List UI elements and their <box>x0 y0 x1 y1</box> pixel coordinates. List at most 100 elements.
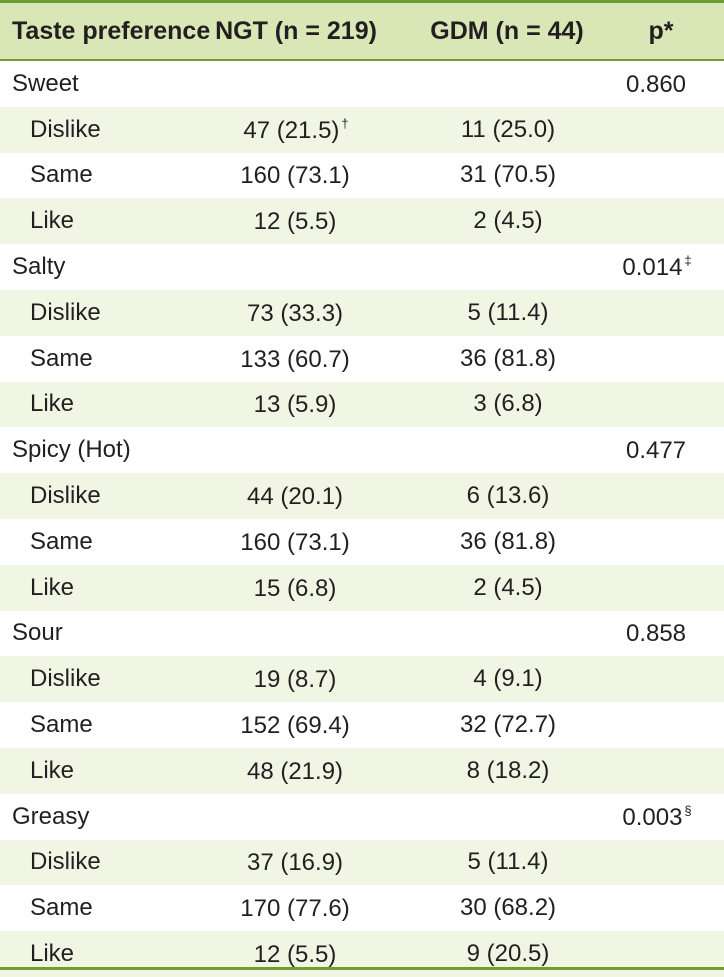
header-p-value: p* <box>648 16 674 45</box>
p-value: 0.858 <box>626 620 688 646</box>
ngt-value: 15 (6.8) <box>254 575 339 601</box>
table-row: Like 15 (6.8) 2 (4.5) <box>0 564 724 611</box>
preference-label: Same <box>30 711 93 739</box>
ngt-value: 160 (73.1) <box>240 529 351 555</box>
ngt-value: 160 (73.1) <box>240 162 351 188</box>
preference-label: Like <box>30 940 75 968</box>
ngt-value-number: 160 (73.1) <box>240 528 350 556</box>
ngt-value-number: 133 (60.7) <box>240 345 350 373</box>
p-value-number: 0.477 <box>625 437 687 465</box>
group-name: Spicy (Hot) <box>12 436 131 464</box>
table-row: Dislike 47 (21.5) † 11 (25.0) <box>0 106 724 153</box>
gdm-value: 5 (11.4) <box>467 298 549 326</box>
group-row: Greasy 0.003 § <box>0 794 724 840</box>
ngt-value: 47 (21.5) † <box>243 117 348 143</box>
group-row: Sweet 0.860 <box>0 61 724 107</box>
p-value-number: 0.858 <box>625 620 687 648</box>
gdm-value: 30 (68.2) <box>459 894 557 922</box>
preference-label: Dislike <box>30 298 101 326</box>
p-value: 0.477 <box>626 437 688 463</box>
gdm-value: 36 (81.8) <box>459 344 557 372</box>
ngt-value-number: 13 (5.9) <box>253 391 337 419</box>
ngt-value: 170 (77.6) <box>240 895 351 921</box>
preference-label: Like <box>30 207 75 235</box>
ngt-value-number: 170 (77.6) <box>240 895 350 923</box>
preference-label: Like <box>30 573 75 601</box>
group-row: Salty 0.014 ‡ <box>0 244 724 290</box>
p-value: 0.014 ‡ <box>622 254 691 280</box>
gdm-value: 2 (4.5) <box>473 207 543 235</box>
ngt-value: 152 (69.4) <box>240 712 351 738</box>
table-row: Same 152 (69.4) 32 (72.7) <box>0 702 724 748</box>
preference-label: Same <box>30 344 93 372</box>
ngt-value: 19 (8.7) <box>254 666 339 692</box>
header-gdm: GDM (n = 44) <box>430 16 584 45</box>
p-value: 0.003 § <box>622 804 691 830</box>
table-header: Taste preference NGT (n = 219) GDM (n = … <box>0 0 724 61</box>
ngt-value-number: 12 (5.5) <box>253 208 337 236</box>
table-body: Sweet 0.860 Dislike 47 (21.5) † 11 (25.0) Same… <box>0 61 724 977</box>
gdm-value: 36 (81.8) <box>459 527 557 555</box>
group-name: Sweet <box>12 69 79 97</box>
gdm-value: 32 (72.7) <box>459 711 557 739</box>
p-value-number: 0.860 <box>625 70 687 98</box>
table-row: Like 48 (21.9) 8 (18.2) <box>0 747 724 794</box>
ngt-value: 37 (16.9) <box>247 849 345 875</box>
gdm-value: 5 (11.4) <box>467 848 549 876</box>
group-name: Salty <box>12 253 66 281</box>
preference-label: Same <box>30 161 93 189</box>
gdm-value: 9 (20.5) <box>466 940 550 968</box>
table-row: Dislike 37 (16.9) 5 (11.4) <box>0 839 724 886</box>
ngt-value: 13 (5.9) <box>254 391 339 417</box>
gdm-value: 3 (6.8) <box>473 390 543 418</box>
table-row: Like 12 (5.5) 9 (20.5) <box>0 931 724 977</box>
group-name: Sour <box>12 619 63 647</box>
gdm-value: 11 (25.0) <box>460 115 556 143</box>
preference-label: Dislike <box>30 665 101 693</box>
p-value-footnote-mark: ‡ <box>684 253 692 269</box>
p-value-number: 0.014 <box>622 254 683 282</box>
ngt-value: 12 (5.5) <box>254 941 339 967</box>
p-value: 0.860 <box>626 71 688 97</box>
preference-label: Like <box>30 756 75 784</box>
ngt-value-number: 19 (8.7) <box>253 666 337 694</box>
gdm-value: 6 (13.6) <box>466 482 550 510</box>
preference-label: Dislike <box>30 848 101 876</box>
preference-label: Dislike <box>30 115 101 143</box>
gdm-value: 2 (4.5) <box>473 573 543 601</box>
preference-label: Like <box>30 390 75 418</box>
ngt-value: 44 (20.1) <box>247 483 345 509</box>
ngt-value-number: 152 (69.4) <box>240 712 350 740</box>
table-row: Dislike 19 (8.7) 4 (9.1) <box>0 656 724 703</box>
table-bottom-rule <box>0 967 724 970</box>
group-name: Greasy <box>12 802 90 830</box>
header-taste-preference: Taste preference <box>12 16 211 45</box>
ngt-value: 12 (5.5) <box>254 208 339 234</box>
ngt-value-number: 47 (21.5) <box>243 116 340 144</box>
gdm-value: 31 (70.5) <box>459 161 557 189</box>
ngt-value: 133 (60.7) <box>240 346 351 372</box>
ngt-value: 48 (21.9) <box>247 758 345 784</box>
table-row: Like 12 (5.5) 2 (4.5) <box>0 198 724 245</box>
ngt-value-number: 37 (16.9) <box>246 849 344 877</box>
table-row: Same 170 (77.6) 30 (68.2) <box>0 885 724 931</box>
p-value-number: 0.003 <box>622 803 683 831</box>
ngt-value-number: 15 (6.8) <box>253 574 337 602</box>
ngt-value-number: 48 (21.9) <box>246 757 344 785</box>
gdm-value: 4 (9.1) <box>473 665 543 693</box>
table-row: Same 160 (73.1) 31 (70.5) <box>0 153 724 199</box>
ngt-value: 73 (33.3) <box>247 300 345 326</box>
table-row: Same 160 (73.1) 36 (81.8) <box>0 519 724 565</box>
preference-label: Same <box>30 894 93 922</box>
header-ngt: NGT (n = 219) <box>215 16 377 45</box>
gdm-value: 8 (18.2) <box>466 756 550 784</box>
preference-label: Same <box>30 527 93 555</box>
table-row: Dislike 73 (33.3) 5 (11.4) <box>0 289 724 336</box>
table-row: Same 133 (60.7) 36 (81.8) <box>0 336 724 382</box>
group-row: Spicy (Hot) 0.477 <box>0 427 724 473</box>
ngt-value-number: 44 (20.1) <box>246 483 344 511</box>
table-row: Dislike 44 (20.1) 6 (13.6) <box>0 473 724 519</box>
ngt-value-number: 160 (73.1) <box>240 162 350 190</box>
preference-label: Dislike <box>30 482 101 510</box>
